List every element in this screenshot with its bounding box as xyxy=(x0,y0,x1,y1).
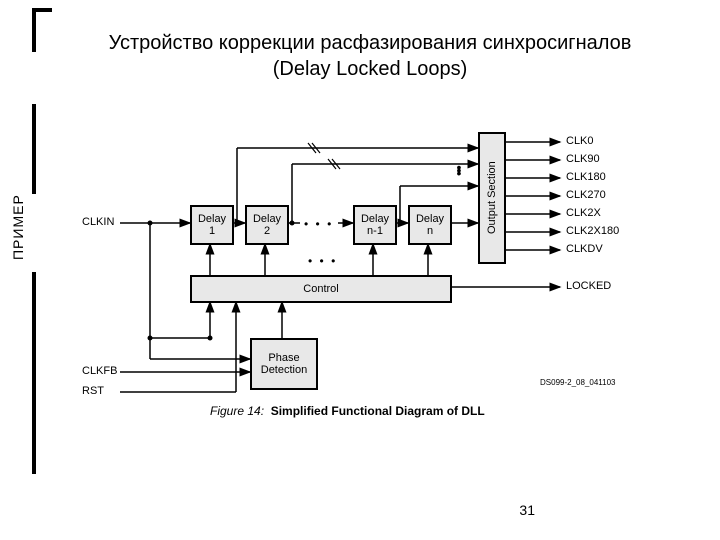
clk2x-label: CLK2X xyxy=(566,207,601,219)
sidebar-label: ПРИМЕР xyxy=(10,194,26,260)
page-title: Устройство коррекции расфазирования синх… xyxy=(40,30,700,82)
delay-ellipsis: • • • xyxy=(304,217,333,231)
clkin-label: CLKIN xyxy=(82,216,114,228)
delay2-box: Delay 2 xyxy=(245,205,289,245)
clk270-label: CLK270 xyxy=(566,189,606,201)
clk90-label: CLK90 xyxy=(566,153,600,165)
title-line1: Устройство коррекции расфазирования синх… xyxy=(109,32,632,54)
locked-label: LOCKED xyxy=(566,280,611,292)
output-vert-ellipsis: ••• xyxy=(454,166,464,175)
decorative-side-line xyxy=(32,272,36,474)
phase-detection-box: Phase Detection xyxy=(250,338,318,390)
clkfb-label: CLKFB xyxy=(82,365,117,377)
rst-label: RST xyxy=(82,385,104,397)
control-box: Control xyxy=(190,275,452,303)
clk0-label: CLK0 xyxy=(566,135,594,147)
output-section-box: Output Section xyxy=(478,132,506,264)
clk2x180-label: CLK2X180 xyxy=(566,225,619,237)
control-arrow-ellipsis: • • • xyxy=(308,254,337,268)
delay1-box: Delay 1 xyxy=(190,205,234,245)
decorative-side-line xyxy=(32,104,36,194)
dll-diagram: CLKIN CLKFB RST Delay 1 Delay 2 Delay n-… xyxy=(90,120,650,440)
clk180-label: CLK180 xyxy=(566,171,606,183)
title-line2: (Delay Locked Loops) xyxy=(273,58,468,80)
delayn-box: Delay n xyxy=(408,205,452,245)
page-number: 31 xyxy=(519,502,535,518)
delayn1-box: Delay n-1 xyxy=(353,205,397,245)
figure-caption: Figure 14: Simplified Functional Diagram… xyxy=(210,404,485,418)
caption-fig: Figure 14: xyxy=(210,404,264,418)
doc-id: DS099-2_08_041103 xyxy=(540,378,615,387)
clkdv-label: CLKDV xyxy=(566,243,603,255)
caption-text: Simplified Functional Diagram of DLL xyxy=(271,404,485,418)
